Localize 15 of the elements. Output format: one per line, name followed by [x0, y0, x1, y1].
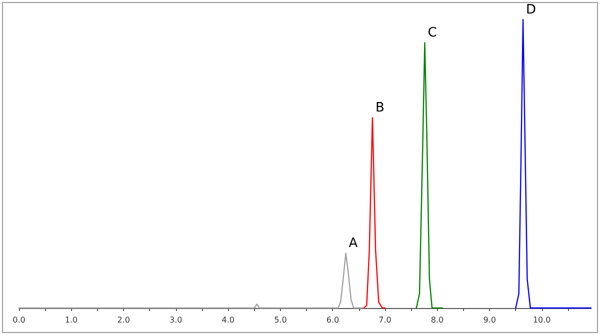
x-tick-label: 10.0: [532, 316, 551, 324]
annotation: A: [348, 236, 358, 252]
x-tick-label: 8.0: [430, 316, 444, 324]
annotation: D: [526, 2, 536, 18]
x-tick-label: 5.0: [274, 316, 287, 324]
x-tick-label: 9.0: [483, 316, 496, 324]
annotation: C: [428, 26, 437, 41]
x-tick-label: 2.0: [117, 316, 130, 324]
x-tick-label: 1.0: [64, 316, 78, 324]
x-tick-label: 4.0: [222, 316, 235, 324]
x-tick-label: 6.0: [326, 316, 340, 324]
x-tick-label: 0.0: [12, 316, 26, 324]
x-tick-label: 7.0: [378, 316, 392, 324]
annotation: B: [375, 100, 384, 116]
x-tick-label: 3.0: [169, 316, 182, 324]
